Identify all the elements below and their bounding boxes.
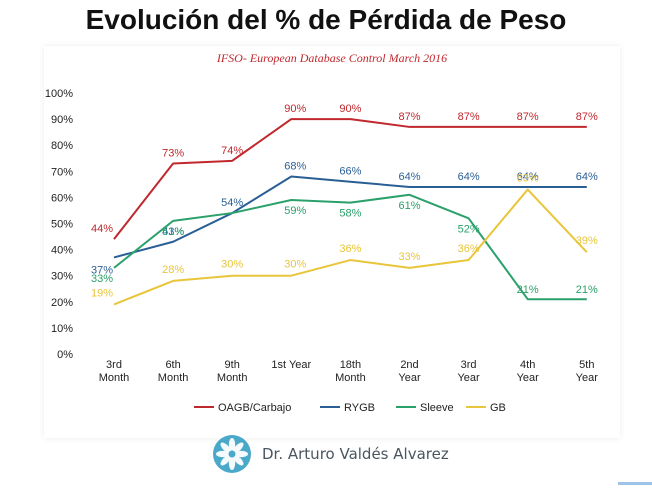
data-label-oagb-carbajo: 73% [162, 147, 184, 159]
x-tick-label: 5th Year [576, 359, 599, 384]
series-line-rygb [113, 175, 587, 259]
data-label-gb: 30% [221, 259, 243, 271]
x-tick-label: 3rd Month [99, 359, 130, 384]
y-tick-label: 70% [51, 166, 73, 178]
x-tick-label: 3rd Year [457, 359, 480, 384]
y-tick-label: 60% [51, 192, 73, 204]
series-line-gb [113, 188, 588, 306]
data-label-oagb-carbajo: 90% [339, 103, 361, 115]
x-tick-label: 1st Year [271, 359, 311, 371]
doctor-name: Dr. Arturo Valdés Alvarez [262, 445, 449, 463]
data-label-gb: 19% [91, 287, 113, 299]
data-label-rygb: 64% [517, 171, 539, 183]
flower-logo-icon [213, 435, 251, 473]
data-label-rygb: 37% [91, 264, 113, 276]
page-title: Evolución del % de Pérdida de Peso [85, 4, 567, 35]
x-tick-label: 2nd Year [398, 359, 421, 384]
data-label-gb: 36% [339, 243, 361, 255]
data-label-oagb-carbajo: 87% [576, 111, 598, 123]
data-label-rygb: 43% [162, 226, 184, 238]
chart-subtitle: IFSO- European Database Control March 20… [216, 51, 447, 65]
legend-label-gb: GB [490, 402, 506, 414]
y-tick-label: 90% [51, 114, 73, 126]
y-tick-label: 100% [45, 88, 73, 100]
footer-brand: Dr. Arturo Valdés Alvarez [212, 432, 449, 476]
y-tick-label: 50% [51, 219, 73, 231]
data-label-oagb-carbajo: 87% [458, 111, 480, 123]
data-label-oagb-carbajo: 44% [91, 223, 113, 235]
data-label-rygb: 64% [398, 171, 420, 183]
x-tick-label: 4th Year [517, 359, 540, 384]
y-tick-label: 20% [51, 297, 73, 309]
data-label-oagb-carbajo: 87% [398, 111, 420, 123]
data-label-rygb: 54% [221, 197, 243, 209]
data-label-gb: 28% [162, 264, 184, 276]
data-label-oagb-carbajo: 74% [221, 145, 243, 157]
y-tick-label: 40% [51, 245, 73, 257]
x-tick-label: 18th Month [335, 359, 366, 384]
chart-panel: IFSO- European Database Control March 20… [44, 46, 620, 438]
y-tick-label: 80% [51, 140, 73, 152]
data-label-sleeve: 51% [162, 226, 184, 238]
data-label-sleeve: 21% [517, 284, 539, 296]
series-line-oagb-carbajo [113, 118, 587, 240]
data-label-sleeve: 21% [576, 284, 598, 296]
data-label-sleeve: 61% [398, 200, 420, 212]
data-label-sleeve: 52% [458, 223, 480, 235]
data-label-oagb-carbajo: 87% [517, 111, 539, 123]
data-label-gb: 30% [284, 259, 306, 271]
series-line-sleeve [113, 193, 587, 301]
data-label-sleeve: 59% [284, 205, 306, 217]
data-label-gb: 36% [458, 243, 480, 255]
x-tick-label: 6th Month [158, 359, 189, 384]
data-label-rygb: 64% [576, 171, 598, 183]
y-tick-label: 10% [51, 323, 73, 335]
y-tick-label: 0% [57, 349, 73, 361]
data-label-rygb: 66% [339, 166, 361, 178]
y-tick-label: 30% [51, 271, 73, 283]
data-label-sleeve: 33% [91, 273, 113, 285]
corner-accent-bar [618, 482, 652, 485]
line-chart: IFSO- European Database Control March 20… [45, 51, 599, 414]
data-label-rygb: 68% [284, 161, 306, 173]
legend-label-oagb-carbajo: OAGB/Carbajo [218, 402, 291, 414]
data-label-gb: 33% [398, 251, 420, 263]
legend-label-sleeve: Sleeve [420, 402, 454, 414]
data-label-oagb-carbajo: 90% [284, 103, 306, 115]
legend-label-rygb: RYGB [344, 402, 375, 414]
data-label-gb: 39% [576, 235, 598, 247]
x-tick-label: 9th Month [217, 359, 248, 384]
data-label-rygb: 64% [458, 171, 480, 183]
data-label-gb: 63% [517, 173, 539, 185]
data-label-sleeve: 58% [339, 208, 361, 220]
